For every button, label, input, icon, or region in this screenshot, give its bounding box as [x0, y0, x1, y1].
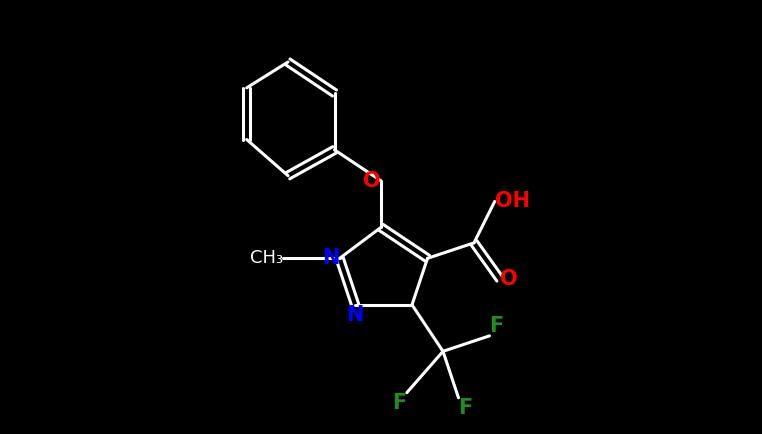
Text: N: N — [322, 248, 340, 268]
Text: O: O — [500, 269, 517, 289]
Text: N: N — [347, 305, 363, 325]
Text: F: F — [489, 316, 504, 336]
Text: F: F — [392, 393, 407, 413]
Text: O: O — [363, 171, 381, 191]
Text: CH₃: CH₃ — [250, 250, 283, 267]
Text: OH: OH — [495, 191, 530, 211]
Text: F: F — [459, 398, 472, 418]
